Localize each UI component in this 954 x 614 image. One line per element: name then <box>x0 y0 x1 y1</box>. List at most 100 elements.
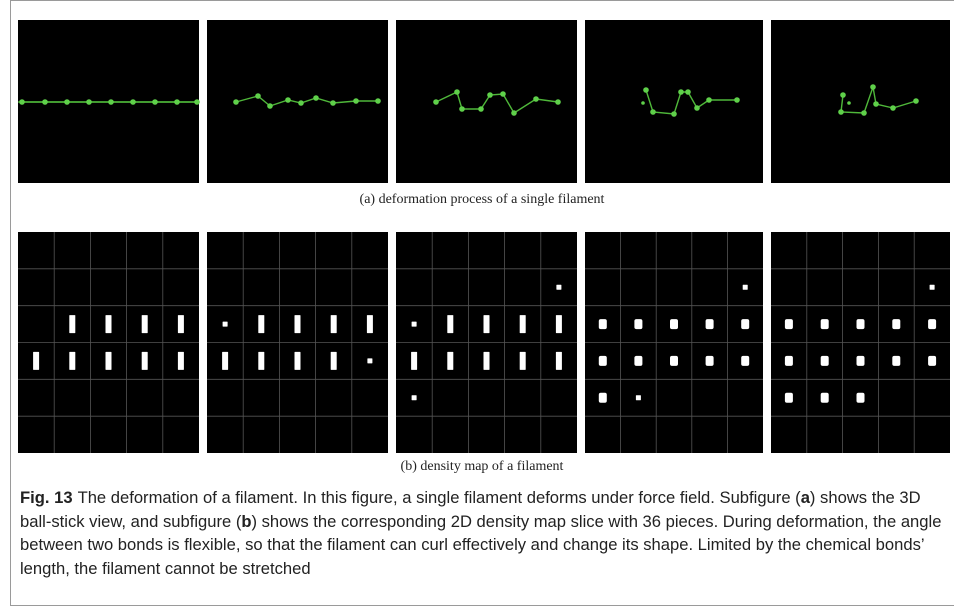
density-cell <box>556 352 562 370</box>
density-cell <box>857 319 865 329</box>
density-cell <box>367 358 372 363</box>
filament-bead <box>478 106 484 112</box>
density-cell <box>599 319 607 329</box>
filament-bead <box>678 89 684 95</box>
subcaption-b: (b) density map of a filament <box>10 459 954 475</box>
filament-bead <box>913 98 919 104</box>
filament-bead <box>838 109 844 115</box>
density-cell <box>484 315 490 333</box>
filament-bead <box>64 99 70 105</box>
density-cell <box>69 352 75 370</box>
density-cell <box>741 356 749 366</box>
filament-bead <box>890 105 896 111</box>
filament-bead <box>353 98 359 104</box>
filament-bead <box>19 99 25 105</box>
density-cell <box>785 356 793 366</box>
density-cell <box>634 319 642 329</box>
density-cell <box>636 395 641 400</box>
density-cell <box>69 315 75 333</box>
filament-bead <box>734 97 740 103</box>
density-cell <box>556 285 561 290</box>
density-cell <box>411 352 417 370</box>
caption: Fig. 13 The deformation of a filament. In… <box>20 486 945 580</box>
filament-bead <box>330 100 336 106</box>
filament-bead <box>533 96 539 102</box>
filament-bead <box>706 97 712 103</box>
filament-bead <box>42 99 48 105</box>
filament-bead <box>267 103 273 109</box>
density-cell <box>484 352 490 370</box>
density-cell <box>331 315 337 333</box>
filament-bead <box>840 92 846 98</box>
filament-bead <box>285 97 291 103</box>
filament-bead <box>861 110 867 116</box>
density-cell <box>785 393 793 403</box>
filament-bead <box>870 84 876 90</box>
density-cell <box>741 319 749 329</box>
density-cell <box>223 322 228 327</box>
filament-bead <box>152 99 158 105</box>
density-cell <box>142 315 148 333</box>
filament-bead <box>873 101 879 107</box>
density-cell <box>295 315 301 333</box>
density-cell <box>556 315 562 333</box>
filament-bead <box>650 109 656 115</box>
density-cell <box>106 315 112 333</box>
density-cell <box>928 356 936 366</box>
density-cell <box>743 285 748 290</box>
density-cell <box>821 393 829 403</box>
page: (a) deformation process of a single fila… <box>0 0 954 614</box>
density-cell <box>930 285 935 290</box>
density-cell <box>106 352 112 370</box>
caption-ref: a <box>801 488 810 507</box>
filament-bead <box>194 99 200 105</box>
caption-text: The deformation of a filament. In this f… <box>78 488 801 507</box>
filament-bead <box>487 92 493 98</box>
density-cell <box>367 315 373 333</box>
density-cell <box>821 319 829 329</box>
density-cell <box>706 356 714 366</box>
density-cell <box>634 356 642 366</box>
density-cell <box>447 315 453 333</box>
density-cell <box>599 393 607 403</box>
filament-bead <box>459 106 465 112</box>
density-cell <box>892 319 900 329</box>
density-cell <box>599 356 607 366</box>
density-cell <box>142 352 148 370</box>
density-cell <box>258 352 264 370</box>
filament-bead <box>454 89 460 95</box>
filament-bead <box>671 111 677 117</box>
density-cell <box>670 319 678 329</box>
density-cell <box>447 352 453 370</box>
density-cell <box>178 315 184 333</box>
filament-bead <box>555 99 561 105</box>
density-cell <box>928 319 936 329</box>
filament-bead <box>847 101 851 105</box>
filament-bead <box>313 95 319 101</box>
density-cell <box>178 352 184 370</box>
caption-ref: b <box>241 512 251 531</box>
filament-bead <box>174 99 180 105</box>
density-cell <box>785 319 793 329</box>
density-cell <box>412 395 417 400</box>
density-cell <box>520 352 526 370</box>
density-cell <box>857 356 865 366</box>
filament-bead <box>86 99 92 105</box>
filament-bead <box>694 105 700 111</box>
panel-3d <box>771 20 950 183</box>
caption-label: Fig. 13 <box>20 488 73 507</box>
subcaption-a: (a) deformation process of a single fila… <box>10 192 954 208</box>
density-cell <box>821 356 829 366</box>
filament-bead <box>233 99 239 105</box>
density-cell <box>295 352 301 370</box>
density-cell <box>258 315 264 333</box>
filament-bead <box>108 99 114 105</box>
density-cell <box>892 356 900 366</box>
filament-bead <box>433 99 439 105</box>
density-cell <box>670 356 678 366</box>
density-cell <box>222 352 228 370</box>
filament-bead <box>130 99 136 105</box>
filament-bead <box>511 110 517 116</box>
filament-bead <box>255 93 261 99</box>
filament-bead <box>641 101 645 105</box>
